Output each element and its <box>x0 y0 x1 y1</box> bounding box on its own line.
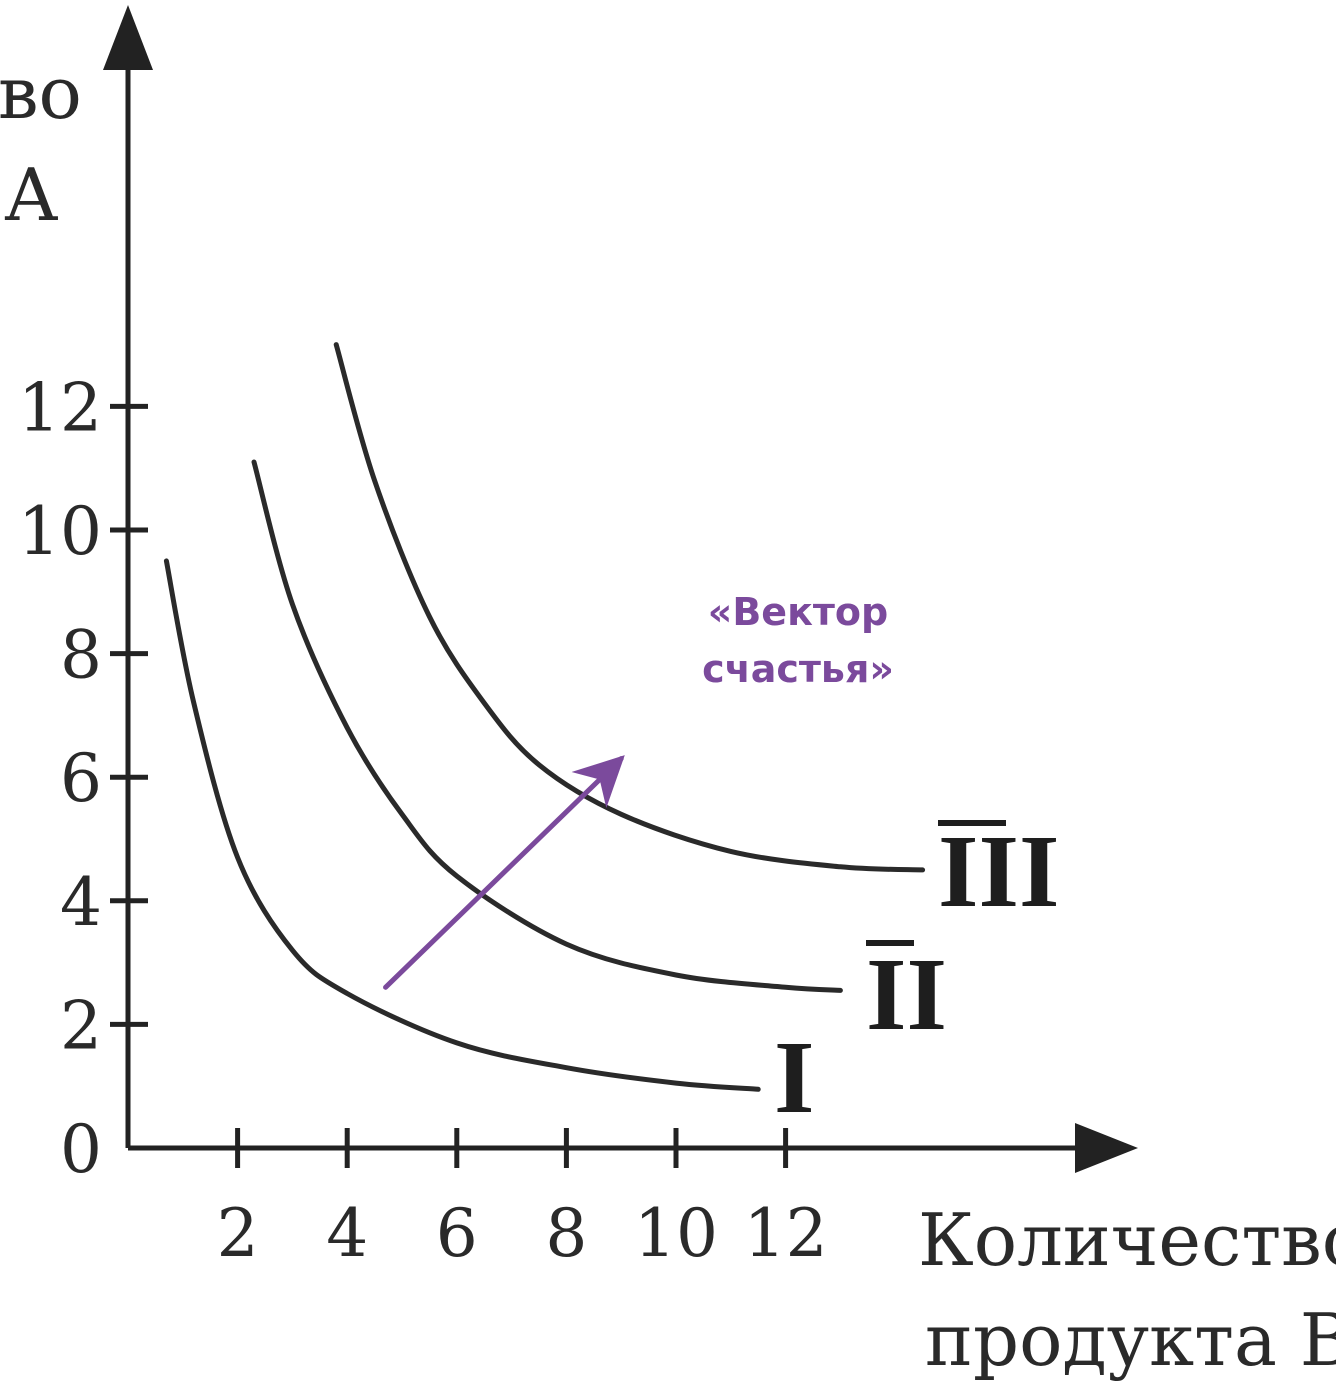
curve-label-i: I <box>774 1020 814 1135</box>
y-tick-label: 4 <box>60 864 102 941</box>
y-axis-title-line-1: во <box>0 51 82 135</box>
x-tick-label: 10 <box>634 1195 718 1272</box>
x-tick-label: 4 <box>326 1195 368 1272</box>
y-tick-label: 2 <box>60 987 102 1064</box>
x-tick-label: 6 <box>436 1195 478 1272</box>
y-axis-ticks: 0 2 4 6 8 10 12 <box>18 369 148 1188</box>
y-tick-label: 10 <box>18 493 102 570</box>
y-tick-label: 0 <box>60 1111 102 1188</box>
x-tick-label: 2 <box>217 1195 259 1272</box>
svg-text:III: III <box>938 814 1059 929</box>
y-tick-label: 8 <box>60 617 102 694</box>
happiness-vector-arrow <box>383 755 625 990</box>
y-axis-title-line-2: А <box>4 153 59 237</box>
y-axis-arrowhead <box>103 5 153 70</box>
x-axis-title-line-2: продукта В <box>925 1298 1336 1382</box>
x-axis-ticks: 2 4 6 8 10 12 <box>217 1128 828 1272</box>
x-tick-label: 12 <box>744 1195 828 1272</box>
happiness-vector-label-line-2: счастья» <box>702 647 894 691</box>
y-tick-label: 12 <box>18 369 102 446</box>
indifference-curve-ii <box>251 459 843 993</box>
happiness-vector-label-line-1: «Вектор <box>708 590 888 634</box>
curve-label-ii: II <box>866 937 947 1052</box>
x-axis-title-line-1: Количество <box>918 1198 1336 1282</box>
x-axis-arrowhead <box>1075 1123 1138 1173</box>
svg-text:II: II <box>866 937 947 1052</box>
svg-text:I: I <box>774 1020 814 1135</box>
indifference-curve-i <box>163 558 761 1092</box>
indifference-curve-iii <box>333 342 926 873</box>
y-tick-label: 6 <box>60 740 102 817</box>
curve-label-iii: III <box>938 814 1059 929</box>
x-tick-label: 8 <box>545 1195 587 1272</box>
